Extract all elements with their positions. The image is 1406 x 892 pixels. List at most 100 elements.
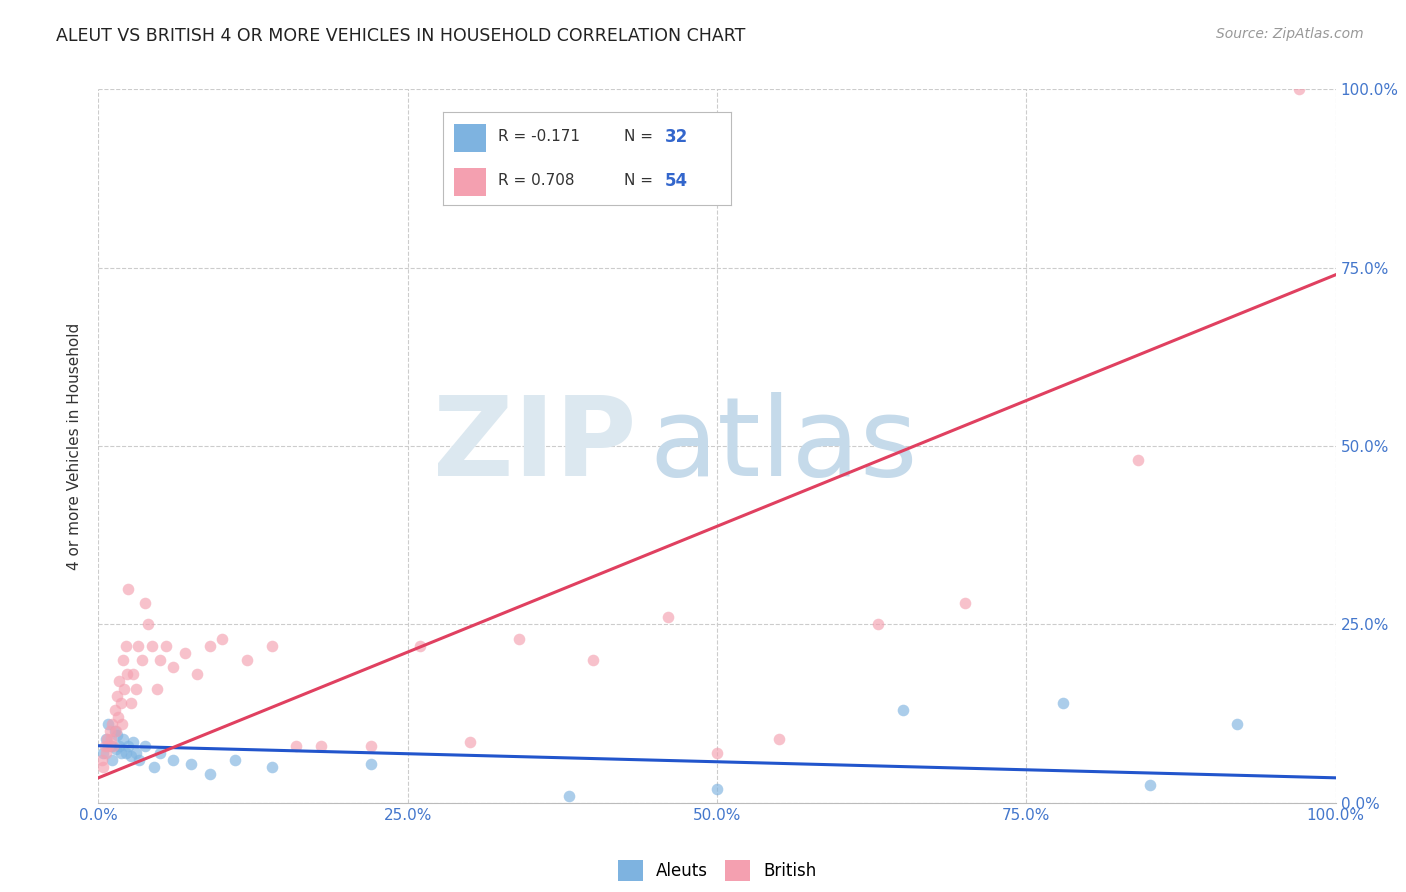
Point <box>104 724 127 739</box>
Point <box>120 696 142 710</box>
Point <box>124 746 146 760</box>
Point <box>100 731 122 746</box>
Point <box>953 596 976 610</box>
Point <box>508 632 530 646</box>
Point <box>1126 453 1149 467</box>
Point <box>706 746 728 760</box>
Point <box>108 674 131 689</box>
Bar <box>454 124 486 152</box>
Point <box>127 639 149 653</box>
Point <box>97 739 120 753</box>
Point <box>101 753 124 767</box>
Point <box>114 639 136 653</box>
Point <box>112 731 135 746</box>
Point <box>409 639 432 653</box>
Point <box>115 667 138 681</box>
Text: ZIP: ZIP <box>433 392 637 500</box>
Point <box>136 617 159 632</box>
Point <box>134 739 156 753</box>
Point <box>97 717 120 731</box>
Point <box>103 724 125 739</box>
Point <box>149 653 172 667</box>
Point <box>1226 717 1249 731</box>
Point <box>108 739 131 753</box>
Text: ALEUT VS BRITISH 4 OR MORE VEHICLES IN HOUSEHOLD CORRELATION CHART: ALEUT VS BRITISH 4 OR MORE VEHICLES IN H… <box>56 27 745 45</box>
Point <box>93 746 115 760</box>
Point <box>111 717 134 731</box>
Point <box>155 639 177 653</box>
Point <box>93 739 115 753</box>
Point <box>93 760 115 774</box>
Point <box>104 742 127 756</box>
Point <box>145 681 167 696</box>
Point <box>260 639 283 653</box>
Bar <box>454 168 486 196</box>
Point <box>149 746 172 760</box>
Point <box>657 610 679 624</box>
Point <box>100 739 122 753</box>
Point <box>134 596 156 610</box>
Point <box>120 749 142 764</box>
Text: R = -0.171: R = -0.171 <box>498 129 579 145</box>
Point <box>891 703 914 717</box>
Text: atlas: atlas <box>650 392 918 500</box>
Text: N =: N = <box>624 129 658 145</box>
Text: Source: ZipAtlas.com: Source: ZipAtlas.com <box>1216 27 1364 41</box>
Point <box>582 653 605 667</box>
Point <box>224 753 246 767</box>
Point <box>107 710 129 724</box>
Point <box>180 756 202 771</box>
Point <box>260 760 283 774</box>
Point <box>309 739 332 753</box>
Point <box>91 753 114 767</box>
Point <box>124 681 146 696</box>
Point <box>117 739 139 753</box>
Point <box>285 739 308 753</box>
Point <box>1139 778 1161 792</box>
Point <box>103 739 125 753</box>
Point <box>198 639 221 653</box>
Text: R = 0.708: R = 0.708 <box>498 173 574 188</box>
Point <box>768 731 790 746</box>
Legend: Aleuts, British: Aleuts, British <box>612 854 823 888</box>
Point <box>211 632 233 646</box>
Point <box>117 582 139 596</box>
Point <box>143 760 166 774</box>
Point <box>94 746 117 760</box>
Point <box>1288 82 1310 96</box>
Point <box>557 789 579 803</box>
Point <box>186 667 208 681</box>
Y-axis label: 4 or more Vehicles in Household: 4 or more Vehicles in Household <box>67 322 83 570</box>
Point <box>706 781 728 796</box>
Point <box>101 717 124 731</box>
Point <box>360 739 382 753</box>
Point <box>112 653 135 667</box>
Point <box>128 753 150 767</box>
Text: N =: N = <box>624 173 658 188</box>
Point <box>360 756 382 771</box>
Point <box>141 639 163 653</box>
Point <box>236 653 259 667</box>
Point <box>162 660 184 674</box>
Point <box>105 728 128 742</box>
Point <box>114 746 136 760</box>
Point <box>96 731 118 746</box>
Point <box>122 735 145 749</box>
Point <box>94 731 117 746</box>
Point <box>131 653 153 667</box>
Text: 54: 54 <box>665 172 688 190</box>
Text: 32: 32 <box>665 128 688 145</box>
Point <box>112 681 135 696</box>
Point <box>162 753 184 767</box>
Point <box>98 724 121 739</box>
Point <box>122 667 145 681</box>
Point <box>198 767 221 781</box>
Point <box>110 696 132 710</box>
Point <box>1052 696 1074 710</box>
Point <box>103 703 125 717</box>
Point <box>105 689 128 703</box>
Point <box>458 735 481 749</box>
Point <box>174 646 197 660</box>
Point <box>866 617 889 632</box>
Point <box>110 746 132 760</box>
